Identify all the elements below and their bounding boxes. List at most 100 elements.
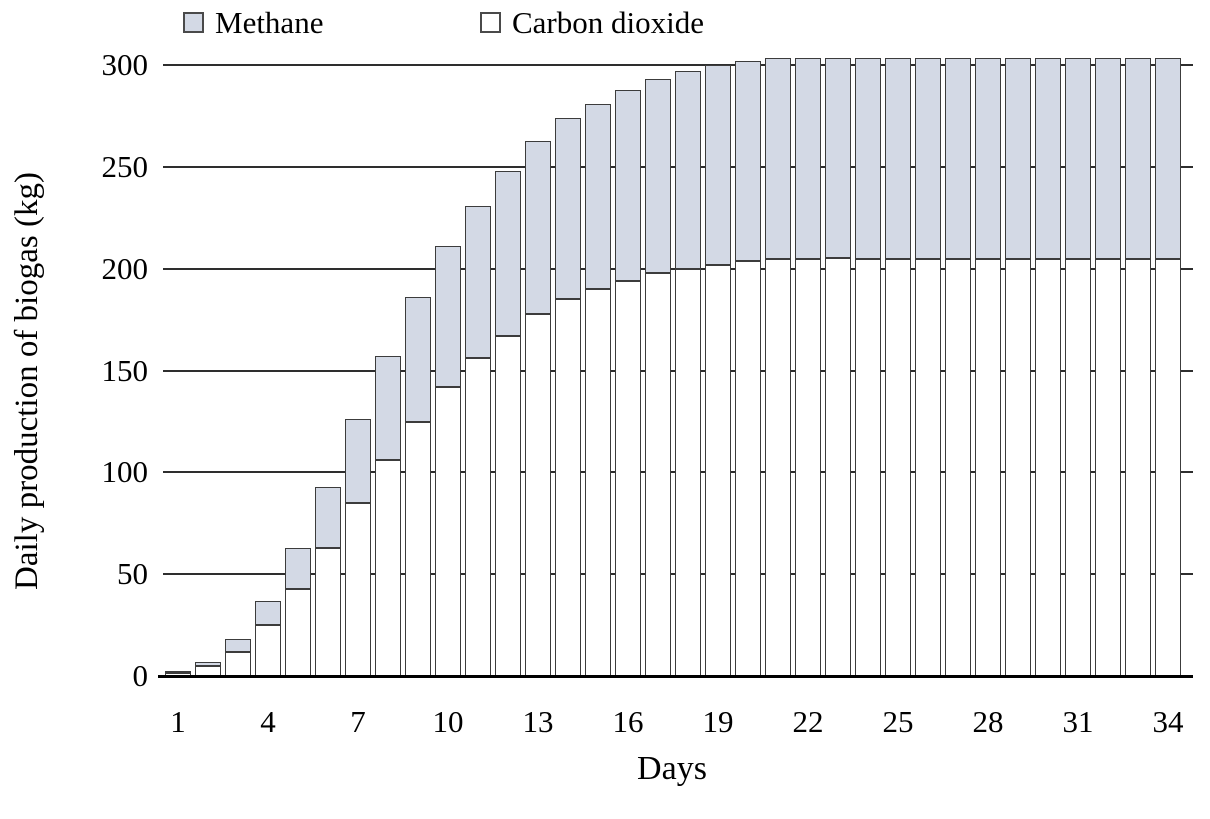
bar-segment-methane	[1155, 58, 1181, 259]
bar-segment-carbon-dioxide	[585, 289, 611, 676]
bar-segment-carbon-dioxide	[495, 336, 521, 676]
bar-segment-methane	[525, 140, 551, 314]
bar-day-24	[855, 58, 881, 676]
bar-segment-methane	[1095, 58, 1121, 259]
bar-segment-methane	[1035, 58, 1061, 259]
bar-segment-methane	[555, 118, 581, 300]
bar-segment-carbon-dioxide	[345, 502, 371, 676]
bar-segment-carbon-dioxide	[975, 258, 1001, 676]
bar-segment-methane	[825, 58, 851, 258]
bar-day-13	[525, 58, 551, 676]
bar-day-32	[1095, 58, 1121, 676]
legend-label-carbon-dioxide: Carbon dioxide	[512, 5, 704, 40]
gridline-300	[163, 64, 1193, 67]
bar-day-12	[495, 58, 521, 676]
x-tick-label-25: 25	[882, 704, 914, 739]
bar-segment-carbon-dioxide	[705, 264, 731, 676]
x-tick-label-31: 31	[1062, 704, 1094, 739]
x-tick-label-10: 10	[432, 704, 464, 739]
bar-day-30	[1035, 58, 1061, 676]
x-tick-label-22: 22	[792, 704, 824, 739]
bar-segment-carbon-dioxide	[765, 259, 791, 676]
bar-day-4	[255, 58, 281, 676]
bar-day-1	[165, 58, 191, 676]
bar-segment-methane	[585, 103, 611, 290]
bar-segment-methane	[165, 671, 191, 674]
bar-segment-carbon-dioxide	[615, 281, 641, 676]
bar-segment-methane	[285, 547, 311, 590]
bar-day-14	[555, 58, 581, 676]
bar-segment-methane	[855, 58, 881, 260]
bar-segment-carbon-dioxide	[375, 460, 401, 676]
bar-day-29	[1005, 58, 1031, 676]
y-tick-label-100: 100	[101, 454, 149, 490]
bar-segment-methane	[615, 89, 641, 282]
bar-day-28	[975, 58, 1001, 676]
bar-segment-methane	[375, 356, 401, 461]
bar-segment-carbon-dioxide	[1095, 258, 1121, 676]
bar-day-20	[735, 58, 761, 676]
bar-segment-carbon-dioxide	[255, 625, 281, 676]
bar-segment-carbon-dioxide	[1065, 258, 1091, 676]
bar-segment-methane	[735, 61, 761, 261]
bar-segment-methane	[795, 58, 821, 259]
y-tick-label-200: 200	[101, 250, 149, 286]
bar-segment-carbon-dioxide	[435, 386, 461, 676]
bar-segment-methane	[705, 65, 731, 265]
bar-segment-carbon-dioxide	[405, 421, 431, 676]
bar-day-22	[795, 58, 821, 676]
bar-day-2	[195, 58, 221, 676]
bar-day-23	[825, 58, 851, 676]
x-axis-title: Days	[637, 750, 707, 787]
bar-segment-methane	[945, 58, 971, 259]
y-tick-label-250: 250	[101, 149, 149, 184]
bar-day-15	[585, 58, 611, 676]
bar-day-3	[225, 58, 251, 676]
methane-swatch-icon	[183, 12, 204, 33]
bar-segment-methane	[195, 661, 221, 667]
bar-segment-methane	[915, 58, 941, 259]
y-tick-label-150: 150	[101, 352, 149, 388]
bar-segment-carbon-dioxide	[1005, 258, 1031, 676]
bar-day-10	[435, 58, 461, 676]
bar-segment-methane	[255, 600, 281, 626]
plot-area	[163, 58, 1193, 676]
bar-segment-carbon-dioxide	[1035, 258, 1061, 676]
bar-segment-carbon-dioxide	[555, 299, 581, 676]
bar-day-8	[375, 58, 401, 676]
y-tick-label-50: 50	[117, 556, 148, 592]
y-tick-label-300: 300	[101, 47, 149, 83]
bar-day-9	[405, 58, 431, 676]
bar-segment-carbon-dioxide	[1125, 258, 1151, 676]
x-tick-label-28: 28	[972, 704, 1004, 739]
bar-segment-carbon-dioxide	[1155, 258, 1181, 676]
bar-day-6	[315, 58, 341, 676]
bar-segment-methane	[495, 171, 521, 336]
bar-segment-carbon-dioxide	[675, 268, 701, 676]
bar-segment-methane	[675, 71, 701, 269]
bar-day-33	[1125, 58, 1151, 676]
bar-day-17	[645, 58, 671, 676]
bar-segment-carbon-dioxide	[855, 259, 881, 676]
bar-segment-carbon-dioxide	[915, 258, 941, 676]
bar-day-21	[765, 58, 791, 676]
bar-segment-methane	[435, 246, 461, 387]
bar-segment-carbon-dioxide	[945, 258, 971, 676]
bar-segment-methane	[885, 58, 911, 260]
bar-segment-carbon-dioxide	[795, 258, 821, 676]
bar-segment-methane	[765, 58, 791, 260]
legend-label-methane: Methane	[215, 5, 324, 40]
bar-segment-methane	[1125, 58, 1151, 259]
bar-segment-methane	[225, 639, 251, 652]
x-axis-line	[158, 675, 1193, 678]
legend: Methane Carbon dioxide	[0, 0, 1210, 48]
bar-segment-carbon-dioxide	[885, 259, 911, 676]
carbon-dioxide-swatch-icon	[480, 12, 501, 33]
bar-segment-carbon-dioxide	[315, 547, 341, 676]
bar-segment-carbon-dioxide	[735, 260, 761, 676]
bar-day-25	[885, 58, 911, 676]
bar-day-11	[465, 58, 491, 676]
bar-segment-carbon-dioxide	[465, 358, 491, 676]
bar-day-5	[285, 58, 311, 676]
bar-segment-methane	[465, 205, 491, 359]
